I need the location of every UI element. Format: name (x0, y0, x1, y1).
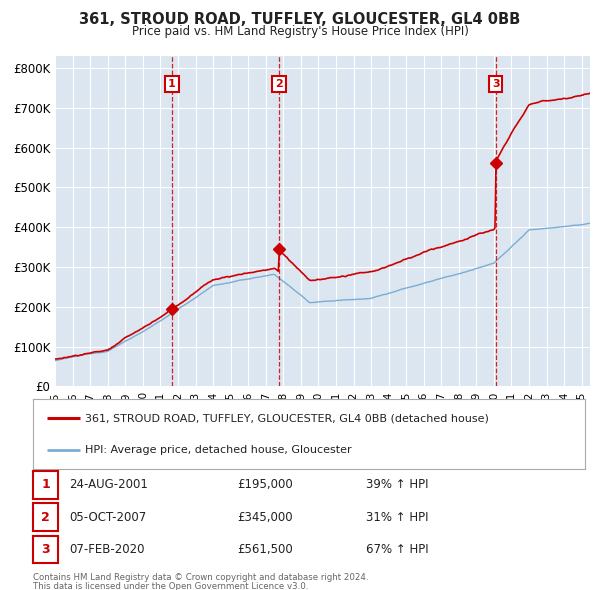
Text: 31% ↑ HPI: 31% ↑ HPI (366, 510, 428, 524)
Text: 2: 2 (275, 79, 283, 89)
Text: 67% ↑ HPI: 67% ↑ HPI (366, 543, 428, 556)
Text: 361, STROUD ROAD, TUFFLEY, GLOUCESTER, GL4 0BB: 361, STROUD ROAD, TUFFLEY, GLOUCESTER, G… (79, 12, 521, 27)
Text: 39% ↑ HPI: 39% ↑ HPI (366, 478, 428, 491)
Text: HPI: Average price, detached house, Gloucester: HPI: Average price, detached house, Glou… (85, 445, 352, 455)
Text: 1: 1 (168, 79, 176, 89)
Text: Contains HM Land Registry data © Crown copyright and database right 2024.: Contains HM Land Registry data © Crown c… (33, 573, 368, 582)
Text: 3: 3 (41, 543, 50, 556)
Text: 2: 2 (41, 510, 50, 524)
Text: 05-OCT-2007: 05-OCT-2007 (69, 510, 146, 524)
Text: £345,000: £345,000 (237, 510, 293, 524)
Text: Price paid vs. HM Land Registry's House Price Index (HPI): Price paid vs. HM Land Registry's House … (131, 25, 469, 38)
Text: £561,500: £561,500 (237, 543, 293, 556)
Text: 3: 3 (492, 79, 499, 89)
Text: 361, STROUD ROAD, TUFFLEY, GLOUCESTER, GL4 0BB (detached house): 361, STROUD ROAD, TUFFLEY, GLOUCESTER, G… (85, 413, 490, 423)
Text: £195,000: £195,000 (237, 478, 293, 491)
Text: 07-FEB-2020: 07-FEB-2020 (69, 543, 145, 556)
Text: 1: 1 (41, 478, 50, 491)
Text: 24-AUG-2001: 24-AUG-2001 (69, 478, 148, 491)
Text: This data is licensed under the Open Government Licence v3.0.: This data is licensed under the Open Gov… (33, 582, 308, 590)
